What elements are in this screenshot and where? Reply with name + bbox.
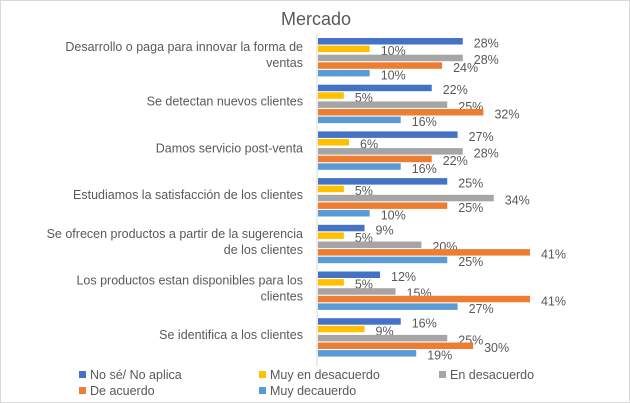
bar-3-4 [318,249,530,256]
legend-marker-2 [439,371,446,378]
data-label: 27% [469,130,494,144]
category-label: clientes [261,290,303,304]
data-label: 27% [469,302,494,316]
data-label: 19% [427,349,452,363]
data-label: 6% [360,138,378,152]
data-label: 41% [541,294,566,308]
bar-0-2 [318,131,458,138]
data-label: 24% [453,61,478,75]
data-label: 12% [391,270,416,284]
bar-2-2 [318,148,463,155]
data-label: 9% [376,223,394,237]
data-label: 16% [412,162,437,176]
legend-label: No sé/ No aplica [90,368,182,382]
data-label: 25% [458,201,483,215]
bar-4-6 [318,350,417,357]
bar-2-3 [318,194,494,202]
bar-3-0 [318,62,443,69]
data-label: 5% [355,91,373,105]
bar-0-3 [318,178,448,185]
data-label: 5% [355,231,373,245]
bar-1-4 [318,232,344,239]
category-label: Damos servicio post-venta [156,141,303,155]
bar-2-4 [318,241,422,248]
category-label: Estudiamos la satisfacción de los client… [73,188,303,202]
legend-marker-3 [79,387,86,394]
bar-4-1 [318,116,401,124]
category-label: Se detectan nuevos clientes [147,95,303,109]
bar-1-6 [318,325,365,333]
bar-1-3 [318,185,344,193]
data-label: 34% [505,193,530,207]
data-label: 41% [541,248,566,262]
bar-4-5 [318,303,458,310]
bar-1-0 [318,45,370,53]
data-label: 10% [381,44,406,58]
bar-4-2 [318,163,401,170]
bar-2-0 [318,54,463,62]
data-label: 28% [474,37,499,51]
bar-3-6 [318,342,474,349]
bar-4-3 [318,210,370,217]
bar-3-2 [318,155,432,163]
data-label: 10% [381,68,406,82]
bar-4-0 [318,69,370,77]
bar-1-1 [318,92,344,99]
legend-marker-0 [79,371,86,378]
data-label: 5% [355,278,373,292]
bar-0-0 [318,38,463,45]
category-label: ventas [266,56,303,70]
data-label: 30% [484,341,509,355]
legend-marker-4 [259,387,266,394]
data-label: 9% [376,324,394,338]
bar-0-5 [318,271,381,278]
legend-label: Muy en desacuerdo [270,368,380,382]
category-label: Se ofrecen productos a partir de la suge… [47,227,303,241]
data-label: 32% [494,108,519,122]
legend-label: En desacuerdo [450,368,534,382]
data-label: 22% [443,154,468,168]
bar-3-5 [318,295,530,303]
bar-1-2 [318,139,350,146]
legend-label: Muy decauerdo [270,384,356,398]
bar-2-1 [318,101,448,108]
bar-3-3 [318,202,448,209]
data-label: 28% [474,53,499,67]
bar-2-5 [318,288,396,295]
category-label: Desarrollo o paga para innovar la forma … [65,40,303,54]
bar-1-5 [318,279,344,286]
data-label: 16% [412,317,437,331]
data-label: 28% [474,147,499,161]
legend-label: De acuerdo [90,384,155,398]
data-label: 5% [355,184,373,198]
category-label: Se identifica a los clientes [159,328,303,342]
bar-2-6 [318,334,448,342]
data-label: 25% [458,255,483,269]
data-label: 22% [443,83,468,97]
bar-3-1 [318,109,484,116]
bar-0-1 [318,84,432,92]
legend-marker-1 [259,371,266,378]
data-label: 10% [381,209,406,223]
category-label: de los clientes [224,243,303,257]
data-label: 16% [412,115,437,129]
category-label: Los productos estan disponibles para los [76,274,303,288]
chart-title: Mercado [281,9,351,29]
data-label: 25% [458,177,483,191]
bar-0-6 [318,318,401,325]
bar-4-4 [318,256,448,264]
bar-0-4 [318,224,365,232]
